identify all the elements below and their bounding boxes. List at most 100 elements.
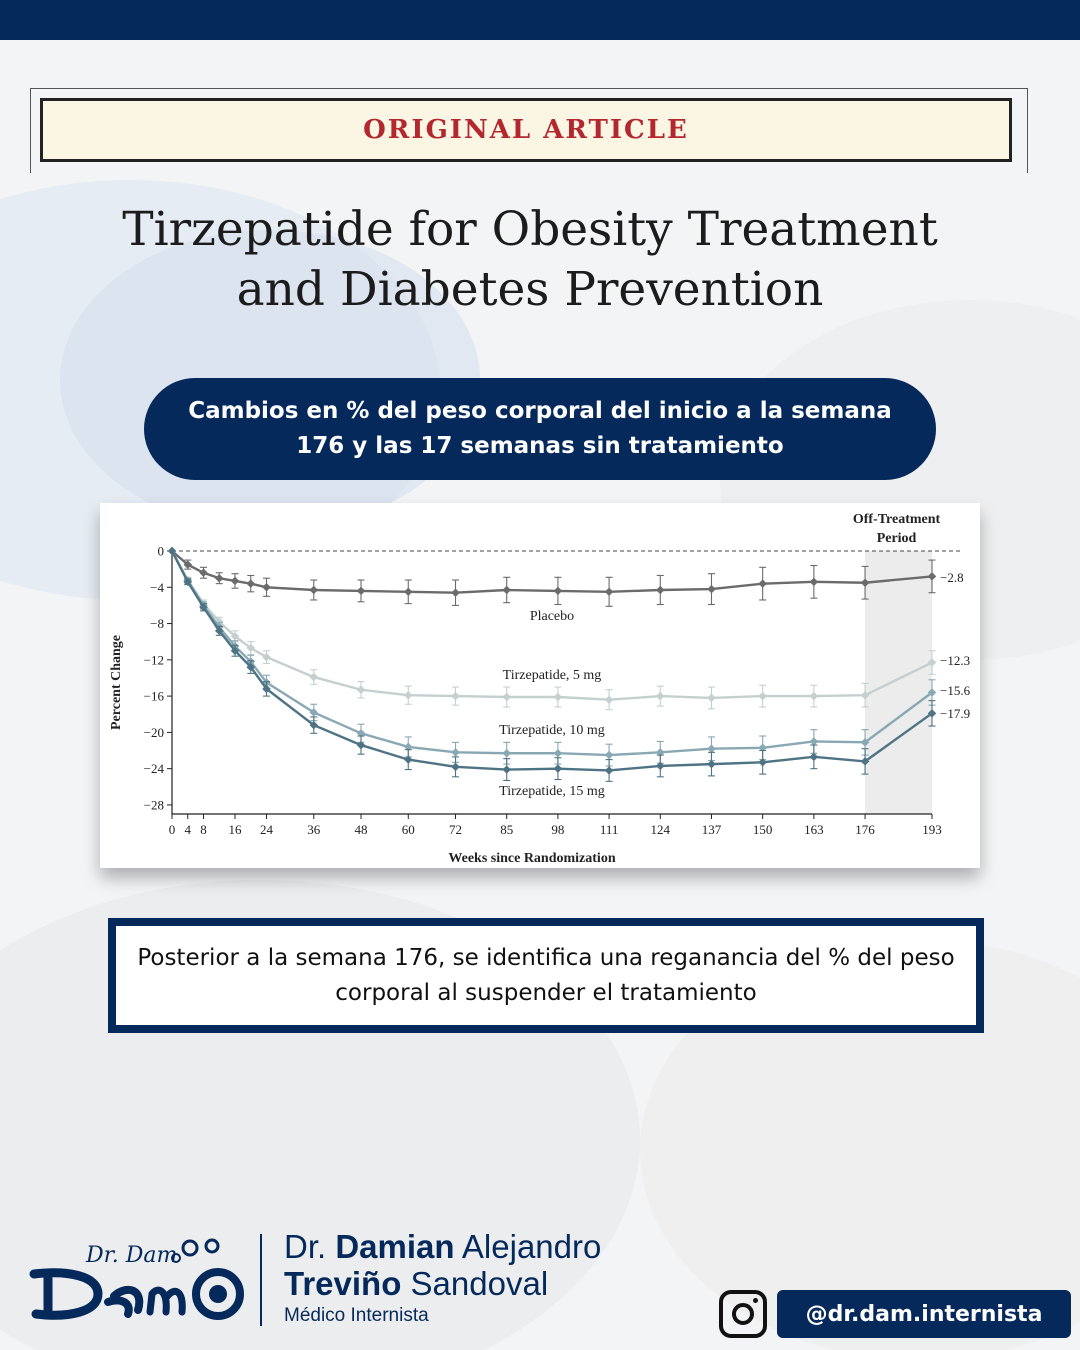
x-tick-label: 8 — [200, 822, 207, 837]
x-tick-label: 85 — [500, 822, 513, 837]
page-title: Tirzepatide for Obesity Treatment and Di… — [60, 200, 1000, 320]
series-line — [171, 550, 933, 594]
data-point — [262, 684, 271, 694]
x-tick-label: 16 — [229, 822, 243, 837]
author-block: Dr. Damian Alejandro Treviño Sandoval Mé… — [284, 1228, 601, 1330]
data-point — [309, 708, 319, 717]
x-tick-label: 4 — [185, 822, 192, 837]
data-point — [309, 672, 319, 682]
data-point — [809, 737, 819, 746]
data-point — [553, 748, 563, 758]
data-point — [604, 750, 614, 760]
y-tick-label: −4 — [150, 580, 164, 595]
x-tick-label: 193 — [922, 822, 942, 837]
instagram-dot — [753, 1298, 758, 1303]
data-point — [502, 692, 511, 702]
x-axis-title: Weeks since Randomization — [448, 851, 615, 866]
article-banner: ORIGINAL ARTICLE — [40, 98, 1012, 162]
series-label: Tirzepatide, 5 mg — [503, 668, 602, 683]
end-value-label: −12.3 — [940, 653, 970, 668]
logo: Dr. Dam — [29, 1238, 244, 1320]
data-point — [309, 720, 319, 730]
x-tick-label: 36 — [307, 822, 321, 837]
data-point — [404, 742, 413, 752]
weight-change-chart: Off-Treatment Period 0 −4 −8 −12 −16 −20 −24 −28 0… — [109, 512, 971, 866]
note-box: Posterior a la semana 176, se identifica… — [108, 918, 984, 1033]
data-point — [502, 748, 511, 758]
x-tick-label: 163 — [804, 822, 824, 837]
y-tick-label: −16 — [144, 689, 165, 704]
data-point — [215, 626, 224, 636]
data-point — [230, 646, 240, 656]
title-line-1: Tirzepatide for Obesity Treatment — [122, 202, 938, 257]
article-label: ORIGINAL ARTICLE — [363, 115, 689, 145]
heart-icon — [209, 1285, 227, 1303]
cell-icon — [171, 1253, 181, 1263]
data-point — [404, 690, 413, 700]
x-tick-label: 24 — [260, 822, 274, 837]
data-point — [262, 583, 271, 592]
author-line-2: Treviño Sandoval — [284, 1265, 601, 1302]
off-treatment-label: Off-Treatment — [853, 512, 941, 527]
x-tick-label: 98 — [551, 822, 564, 837]
data-point — [809, 577, 819, 587]
data-point — [553, 586, 563, 596]
instagram-handle: @dr.dam.internista — [805, 1301, 1043, 1327]
off-treatment-region — [865, 551, 932, 814]
x-tick-label: 150 — [753, 822, 773, 837]
y-tick-label: 0 — [158, 544, 165, 559]
data-point — [246, 643, 255, 653]
author-line-1: Dr. Damian Alejandro — [284, 1228, 601, 1265]
x-tick-label: 60 — [402, 822, 415, 837]
instagram-icon[interactable] — [719, 1290, 767, 1338]
end-value-label: −2.8 — [940, 570, 964, 585]
data-point — [860, 757, 870, 766]
brain-icon — [181, 1239, 199, 1257]
data-point — [553, 764, 563, 773]
logo-mark — [192, 1268, 244, 1320]
specialty: Médico Internista — [284, 1305, 429, 1326]
data-point — [199, 602, 208, 612]
x-tick-label: 48 — [355, 822, 368, 837]
x-tick-label: 0 — [169, 822, 176, 837]
kidney-icon — [204, 1238, 220, 1254]
data-point — [356, 586, 366, 596]
data-point — [927, 688, 937, 697]
name-last-rest: Sandoval — [410, 1265, 549, 1302]
article-frame — [30, 88, 1028, 173]
name-prefix: Dr. — [284, 1228, 327, 1265]
data-point — [451, 748, 460, 757]
data-point — [451, 762, 460, 772]
chart-caption-pill: Cambios en % del peso corporal del inici… — [144, 378, 936, 480]
data-point — [656, 585, 665, 595]
data-point — [404, 755, 413, 764]
series-line — [170, 550, 933, 701]
data-point — [199, 568, 208, 578]
data-point — [309, 585, 319, 595]
name-last-bold: Treviño — [284, 1265, 402, 1302]
data-point — [262, 652, 271, 662]
x-tick-label: 176 — [855, 822, 875, 837]
chart-card: Off-Treatment Period 0 −4 −8 −12 −16 −20 −24 −28 0… — [100, 503, 980, 868]
y-tick-label: −20 — [144, 725, 164, 740]
chart-caption: Cambios en % del peso corporal del inici… — [188, 398, 892, 459]
data-point — [758, 579, 767, 588]
series-4 — [167, 546, 937, 782]
data-point — [707, 759, 716, 769]
name-first-bold: Damian — [335, 1228, 455, 1265]
data-point — [707, 584, 716, 594]
x-tick-label: 124 — [651, 822, 671, 837]
end-value-label: −15.6 — [940, 683, 971, 698]
data-point — [230, 632, 240, 641]
series-label: Tirzepatide, 15 mg — [499, 784, 605, 799]
logo-mark — [29, 1268, 103, 1320]
data-point — [356, 729, 366, 738]
x-tick-label: 72 — [449, 822, 462, 837]
data-point — [604, 695, 614, 704]
top-bar — [0, 0, 1080, 40]
series-1 — [167, 546, 937, 607]
off-treatment-label: Period — [877, 531, 917, 546]
y-tick-label: −24 — [144, 761, 165, 776]
data-point — [451, 691, 460, 701]
instagram-handle-button[interactable]: @dr.dam.internista — [777, 1290, 1071, 1338]
